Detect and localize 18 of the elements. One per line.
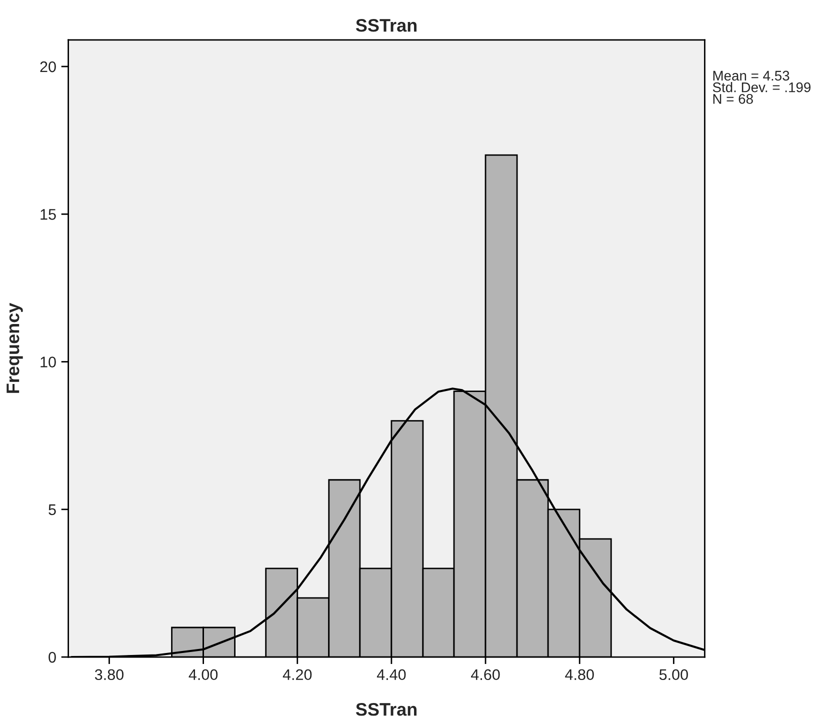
x-tick-label: 4.80 xyxy=(565,669,594,680)
y-tick-label: 15 xyxy=(40,209,56,220)
text: Mean = 4.53 xyxy=(713,70,790,81)
y-tick-label: 5 xyxy=(48,504,56,516)
y-tick-label: 10 xyxy=(40,356,56,368)
text: N = 68 xyxy=(713,94,753,104)
x-tick-label: 4.20 xyxy=(282,669,312,680)
x-tick-label: 3.80 xyxy=(94,669,124,680)
x-tick-label: 4.60 xyxy=(471,669,500,680)
y-tick-label: 0 xyxy=(48,652,56,663)
x-tick-label: 4.00 xyxy=(188,669,218,680)
chart-title: SSTran xyxy=(356,18,417,32)
y-axis-title: Frequency xyxy=(6,302,23,393)
x-axis-title: SSTran xyxy=(356,703,417,716)
x-tick-label: 5.00 xyxy=(659,669,688,680)
x-tick-label: 4.40 xyxy=(376,669,406,680)
text: Std. Dev. = .199 xyxy=(712,82,811,92)
y-tick-label: 20 xyxy=(40,61,56,72)
